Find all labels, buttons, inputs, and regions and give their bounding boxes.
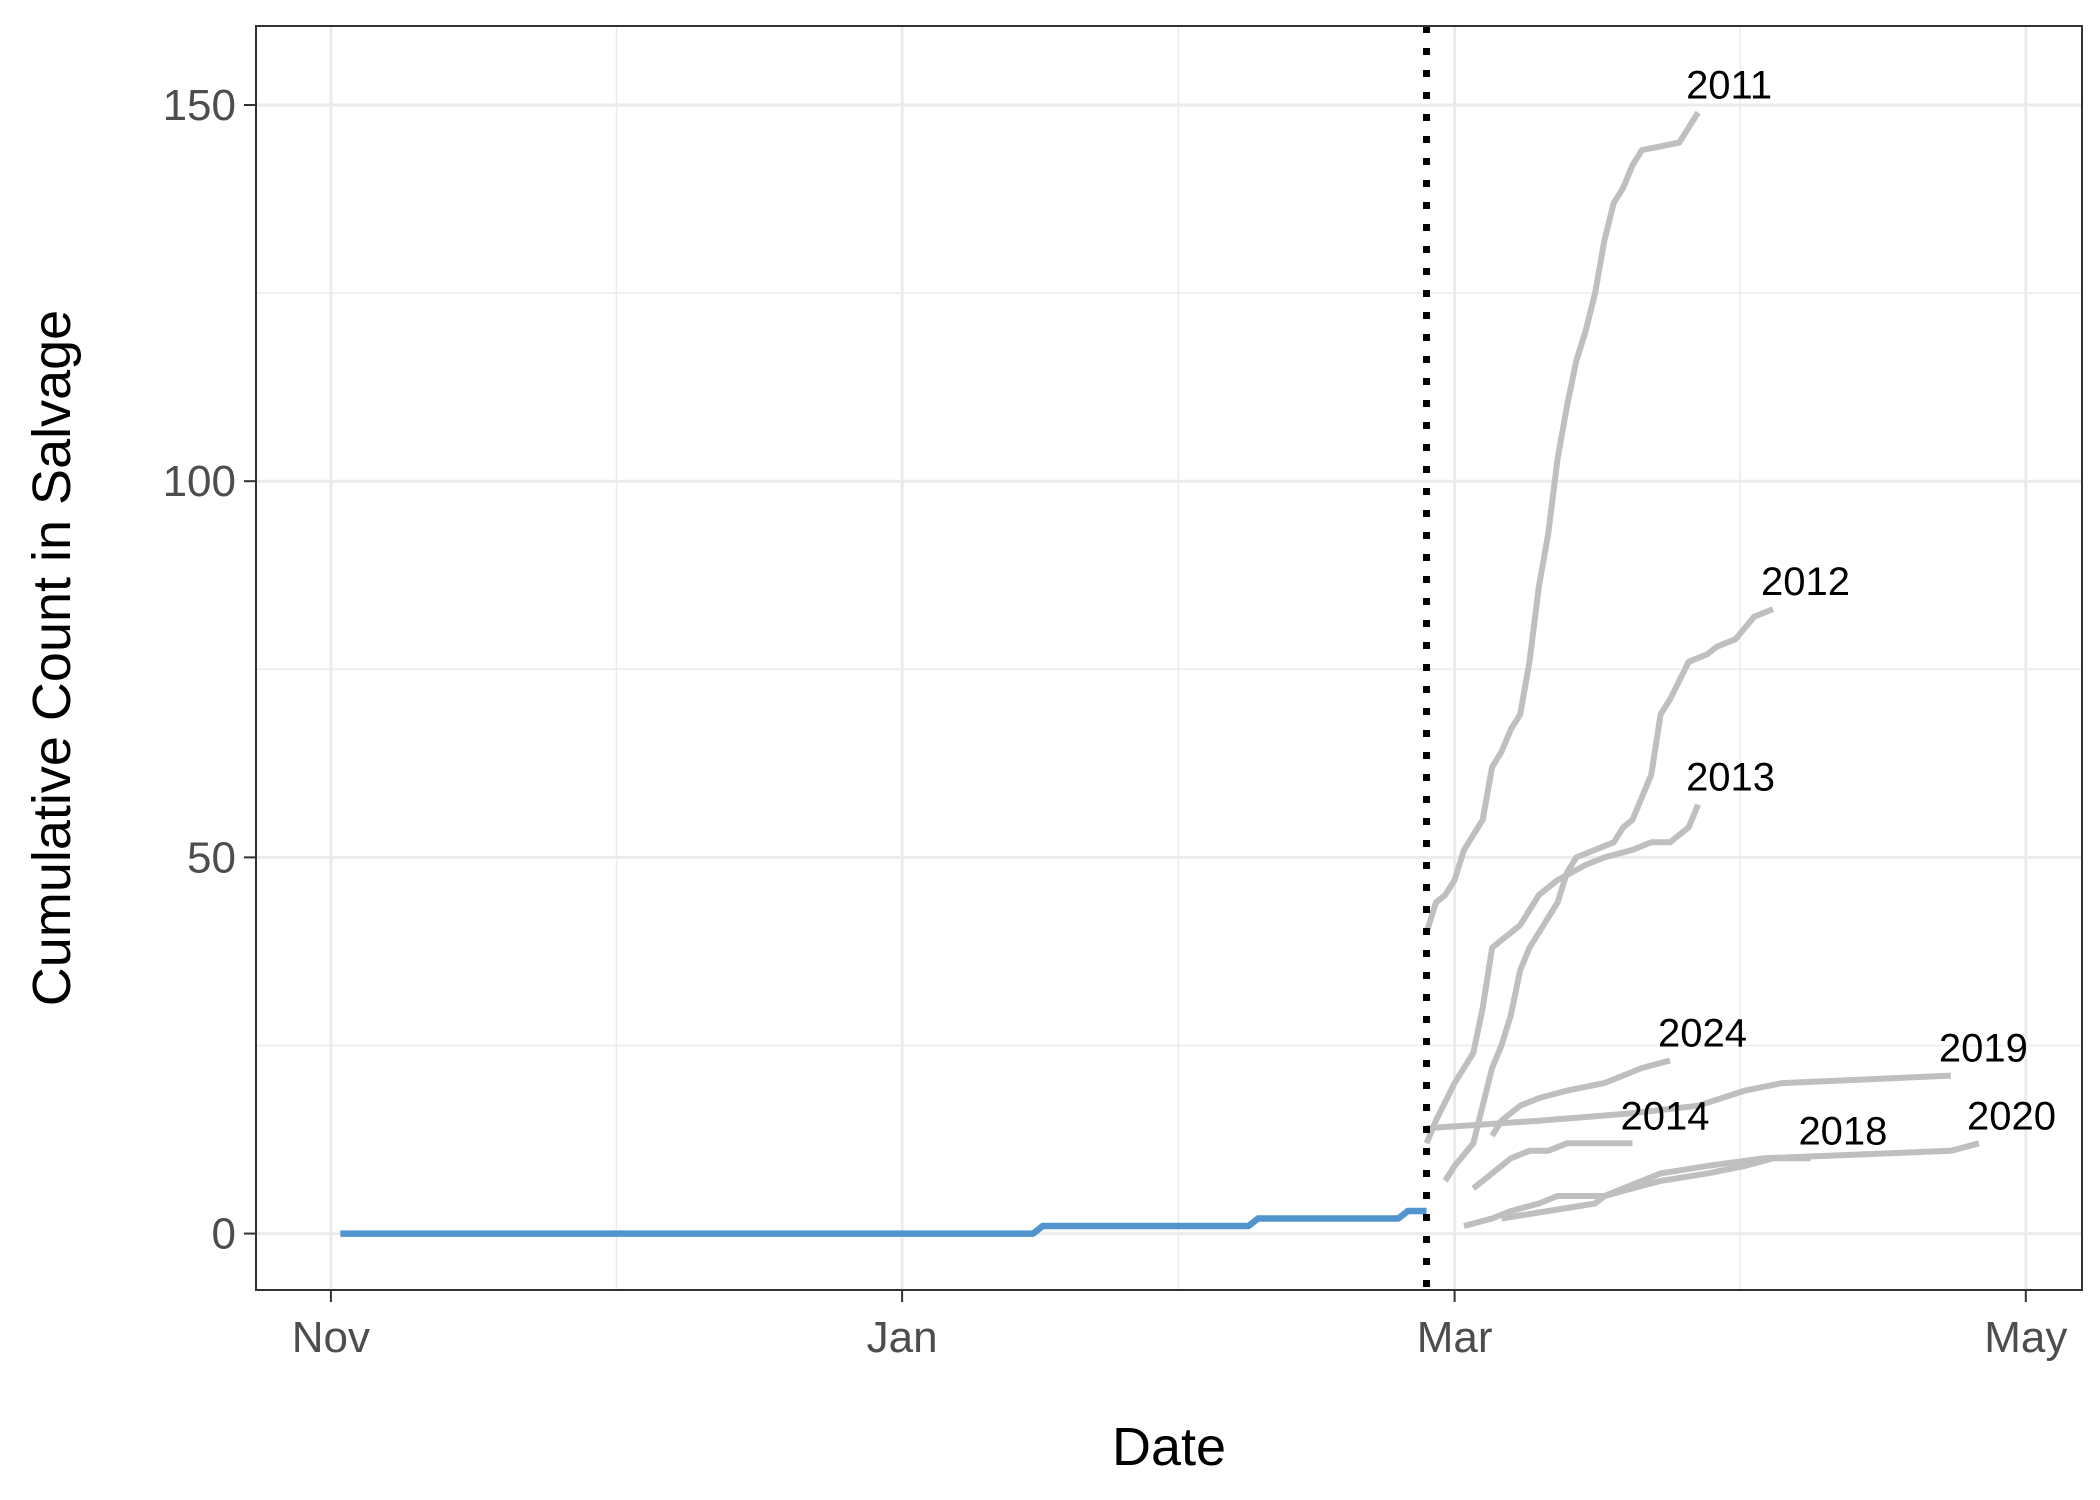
series-line-2012	[1442, 606, 1775, 1183]
current-series-line	[340, 1207, 1427, 1237]
y-tick-label: 50	[187, 833, 236, 882]
series-label-2012: 2012	[1761, 560, 1850, 604]
series-line-2011	[1423, 110, 1701, 934]
series-line-2019	[1426, 1072, 1952, 1132]
y-axis-title: Cumulative Count in Salvage	[22, 310, 82, 1006]
y-tick-label: 150	[163, 81, 236, 130]
x-tick-label: Jan	[867, 1313, 938, 1362]
grid	[256, 26, 2082, 1290]
series-label-2019: 2019	[1939, 1027, 2028, 1071]
series-label-2014: 2014	[1621, 1094, 1710, 1138]
series-line-2014	[1471, 1140, 1633, 1191]
series-label-2011: 2011	[1686, 64, 1772, 108]
y-tick-label: 0	[212, 1210, 236, 1259]
series-line-2024	[1489, 1057, 1671, 1138]
series-label-2018: 2018	[1798, 1109, 1887, 1153]
x-tick-label: Mar	[1417, 1313, 1493, 1362]
series-labels: 2011 2012 2013 2024 2014 2019 2018 2020	[1621, 64, 2056, 1154]
plot-panel	[256, 26, 2082, 1290]
y-tick-label: 100	[163, 457, 236, 506]
x-tick-label: May	[1984, 1313, 2067, 1362]
series-line-2018	[1500, 1155, 1811, 1222]
series-label-2024: 2024	[1658, 1012, 1747, 1056]
x-axis-title: Date	[1112, 1417, 1226, 1477]
series-label-2013: 2013	[1686, 756, 1775, 800]
series-line-2013	[1423, 803, 1701, 1145]
series-label-2020: 2020	[1967, 1094, 2056, 1138]
current-series	[340, 1207, 1427, 1237]
historical-series	[1423, 110, 1980, 1229]
axes: 0 50 100 150 Nov Jan Mar May	[163, 81, 2068, 1362]
panel-border	[255, 25, 2083, 1291]
series-line-2020	[1463, 1140, 1980, 1229]
x-tick-label: Nov	[292, 1313, 370, 1362]
